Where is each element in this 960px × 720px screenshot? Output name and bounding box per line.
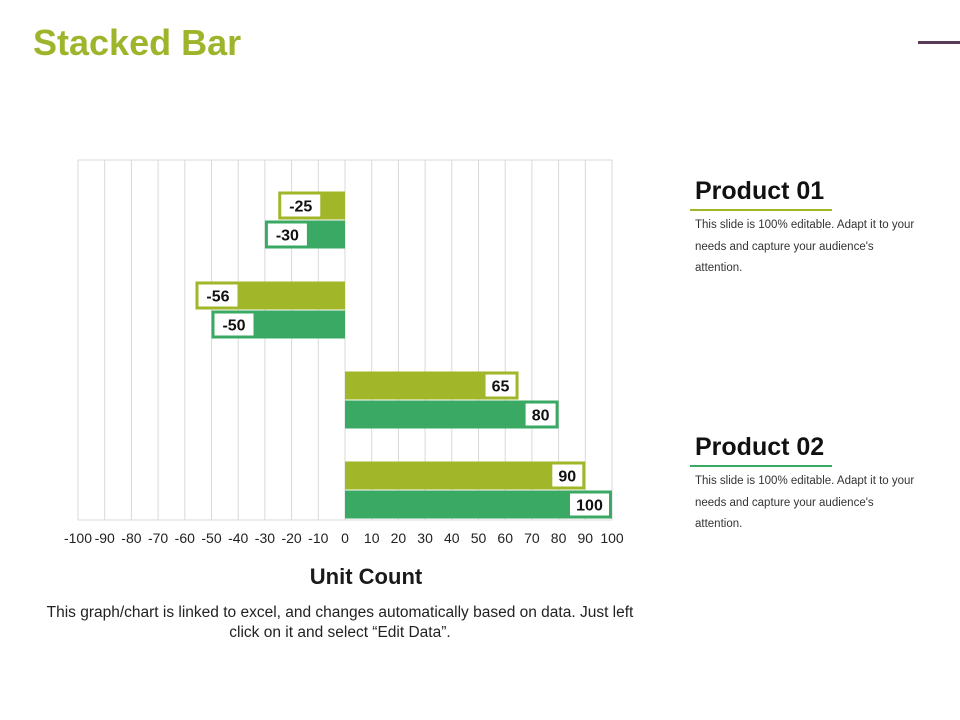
data-label: -50	[222, 318, 245, 335]
x-tick-label: 100	[600, 530, 624, 546]
chart-note: This graph/chart is linked to excel, and…	[46, 604, 634, 641]
product-01-title: Product 01	[695, 177, 825, 205]
bar-1-4	[345, 461, 586, 490]
data-label: -30	[276, 228, 299, 245]
bar-2-3	[345, 400, 559, 429]
data-label-box	[570, 493, 609, 516]
product-01-block: Product 01 This slide is 100% editable. …	[690, 176, 930, 280]
x-tick-label: 0	[341, 530, 349, 546]
x-tick-label: -90	[95, 530, 115, 546]
x-tick-label: 30	[417, 530, 433, 546]
data-label-box	[281, 194, 321, 217]
x-tick-label: 10	[364, 530, 380, 546]
data-label-box	[525, 403, 556, 426]
data-label: 100	[576, 498, 603, 515]
x-tick-label: 60	[497, 530, 513, 546]
slide-title: Stacked Bar	[33, 22, 242, 63]
x-tick-label: 70	[524, 530, 540, 546]
x-tick-label: 80	[551, 530, 567, 546]
data-label-box	[267, 223, 307, 246]
x-tick-label: -40	[228, 530, 248, 546]
x-tick-label: -30	[255, 530, 275, 546]
x-tick-label: 90	[578, 530, 594, 546]
data-label: -25	[289, 199, 312, 216]
corner-accent-line	[918, 41, 960, 44]
product-02-title: Product 02	[695, 433, 825, 461]
x-tick-label: -70	[148, 530, 168, 546]
x-axis-title: Unit Count	[309, 564, 423, 589]
data-label: 65	[492, 379, 510, 396]
data-label-box	[485, 374, 516, 397]
data-label-box	[214, 313, 254, 336]
product-01-description: This slide is 100% editable. Adapt it to…	[695, 219, 915, 274]
product-02-block: Product 02 This slide is 100% editable. …	[690, 432, 930, 536]
x-tick-label: -10	[308, 530, 328, 546]
data-label: 90	[558, 469, 576, 486]
x-tick-label: 20	[391, 530, 407, 546]
x-tick-label: 50	[471, 530, 487, 546]
x-tick-label: -100	[64, 530, 92, 546]
product-02-underline	[690, 465, 832, 467]
product-01-underline	[690, 209, 832, 211]
x-tick-label: -60	[175, 530, 195, 546]
data-label: 80	[532, 408, 550, 425]
bar-2-4	[345, 490, 612, 519]
x-tick-label: -80	[121, 530, 141, 546]
data-label-box	[198, 284, 238, 307]
product-02-description: This slide is 100% editable. Adapt it to…	[695, 475, 915, 530]
data-label: -56	[206, 289, 229, 306]
x-tick-label: 40	[444, 530, 460, 546]
x-tick-label: -20	[281, 530, 301, 546]
x-tick-label: -50	[201, 530, 221, 546]
data-label-box	[552, 464, 583, 487]
